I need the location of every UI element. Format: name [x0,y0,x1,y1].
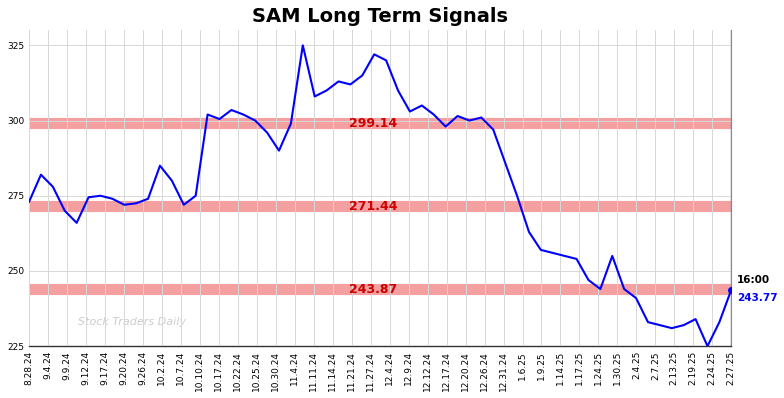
Text: 16:00: 16:00 [737,275,771,285]
Text: Stock Traders Daily: Stock Traders Daily [78,317,187,327]
Text: 299.14: 299.14 [349,117,397,130]
Text: 243.77: 243.77 [737,293,778,303]
Text: 243.87: 243.87 [349,283,397,296]
Title: SAM Long Term Signals: SAM Long Term Signals [252,7,508,26]
Text: 271.44: 271.44 [349,200,397,213]
